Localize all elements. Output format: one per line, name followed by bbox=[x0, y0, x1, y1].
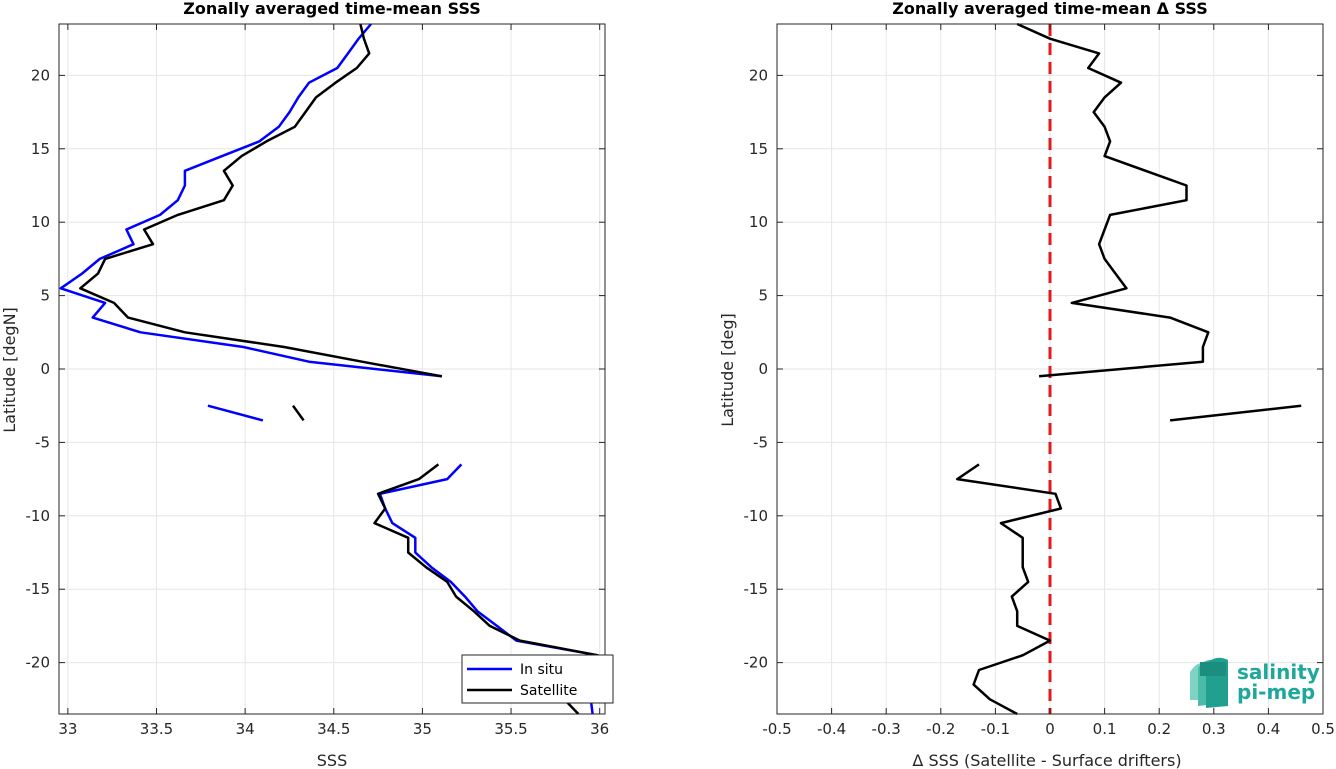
delta-ytick-label: -10 bbox=[744, 507, 769, 525]
sss-ytick-label: -15 bbox=[26, 580, 51, 598]
series-line-satellite bbox=[291, 404, 305, 422]
sss-xtick-label: 35 bbox=[413, 720, 432, 738]
sss-xlabel: SSS bbox=[317, 751, 347, 769]
delta-ylabel: Latitude [deg] bbox=[718, 313, 737, 427]
sss-ytick-label: 10 bbox=[31, 213, 50, 231]
delta-xtick-label: 0.3 bbox=[1202, 720, 1226, 738]
series-line-in-situ bbox=[59, 23, 443, 378]
delta-series bbox=[955, 22, 1302, 716]
delta-ytick-label: -5 bbox=[753, 433, 768, 451]
sss-legend: In situ Satellite bbox=[461, 654, 614, 704]
delta-ytick-label: -20 bbox=[744, 654, 769, 672]
legend-label-in-situ: In situ bbox=[520, 662, 563, 678]
delta-title: Zonally averaged time-mean Δ SSS bbox=[892, 0, 1208, 18]
sss-xtick-label: 36 bbox=[590, 720, 609, 738]
legend-box bbox=[461, 654, 614, 704]
delta-xtick-label: 0.2 bbox=[1147, 720, 1171, 738]
delta-ytick-label: 20 bbox=[749, 66, 768, 84]
delta-ytick-label: -15 bbox=[744, 580, 769, 598]
delta-xtick-label: -0.2 bbox=[926, 720, 955, 738]
series-line-delta-sss bbox=[1169, 404, 1302, 422]
delta-xtick-label: 0.5 bbox=[1311, 720, 1335, 738]
salinity-pi-mep-logo: salinity pi-mep bbox=[1190, 657, 1320, 708]
series-line-delta-sss bbox=[955, 463, 1063, 716]
sss-panel: 33 33.5 34 34.5 35 35.5 36-20-15-10-505101520 … bbox=[0, 0, 614, 769]
series-line-in-situ bbox=[207, 404, 264, 422]
sss-xtick-label: 34.5 bbox=[317, 720, 350, 738]
delta-xlabel: Δ SSS (Satellite - Surface drifters) bbox=[912, 751, 1181, 769]
delta-sss-panel: -0.5 -0.4 -0.3 -0.2 -0.1 0 0.1 0.2 0.3 0.4 0.5 -20 -… bbox=[718, 0, 1335, 769]
delta-ticks: -0.5 -0.4 -0.3 -0.2 -0.1 0 0.1 0.2 0.3 0.4 0.5 -20 -… bbox=[744, 24, 1335, 738]
logo-text-pi-mep: pi-mep bbox=[1237, 680, 1315, 704]
legend-label-satellite: Satellite bbox=[520, 683, 577, 699]
logo-text-salinity: salinity bbox=[1237, 660, 1320, 684]
delta-ytick-label: 0 bbox=[758, 360, 768, 378]
sss-ytick-label: 20 bbox=[31, 66, 50, 84]
sss-ytick-label: 5 bbox=[40, 287, 50, 305]
delta-xtick-label: -0.1 bbox=[981, 720, 1010, 738]
sss-ticks: 33 33.5 34 34.5 35 35.5 36 -20 -15 -10 -5 0 5 10 15 20 bbox=[26, 24, 609, 738]
delta-ytick-label: 5 bbox=[758, 287, 768, 305]
sss-xtick-label: 33.5 bbox=[140, 720, 173, 738]
sss-ylabel: Latitude [degN] bbox=[0, 307, 19, 433]
delta-ytick-label: 10 bbox=[749, 213, 768, 231]
sss-ytick-label: -20 bbox=[26, 654, 51, 672]
sss-ytick-label: -5 bbox=[35, 433, 50, 451]
delta-xtick-label: 0.1 bbox=[1093, 720, 1117, 738]
series-line-satellite bbox=[79, 23, 443, 378]
sss-ytick-label: 15 bbox=[31, 140, 50, 158]
wave-logo-icon bbox=[1190, 657, 1228, 708]
delta-xtick-label: -0.4 bbox=[817, 720, 846, 738]
series-line-delta-sss bbox=[1016, 22, 1210, 378]
sss-ytick-label: 0 bbox=[40, 360, 50, 378]
delta-xtick-label: 0.4 bbox=[1256, 720, 1280, 738]
delta-xtick-label: -0.5 bbox=[762, 720, 791, 738]
sss-xtick-label: 35.5 bbox=[494, 720, 527, 738]
sss-xtick-label: 34 bbox=[236, 720, 255, 738]
delta-ytick-label: 15 bbox=[749, 140, 768, 158]
delta-xtick-label: -0.3 bbox=[872, 720, 901, 738]
sss-gridlines bbox=[59, 24, 605, 714]
sss-xtick-label: 33 bbox=[58, 720, 77, 738]
sss-ytick-label: -10 bbox=[26, 507, 51, 525]
delta-xtick-label: 0 bbox=[1045, 720, 1055, 738]
sss-title: Zonally averaged time-mean SSS bbox=[183, 0, 481, 18]
